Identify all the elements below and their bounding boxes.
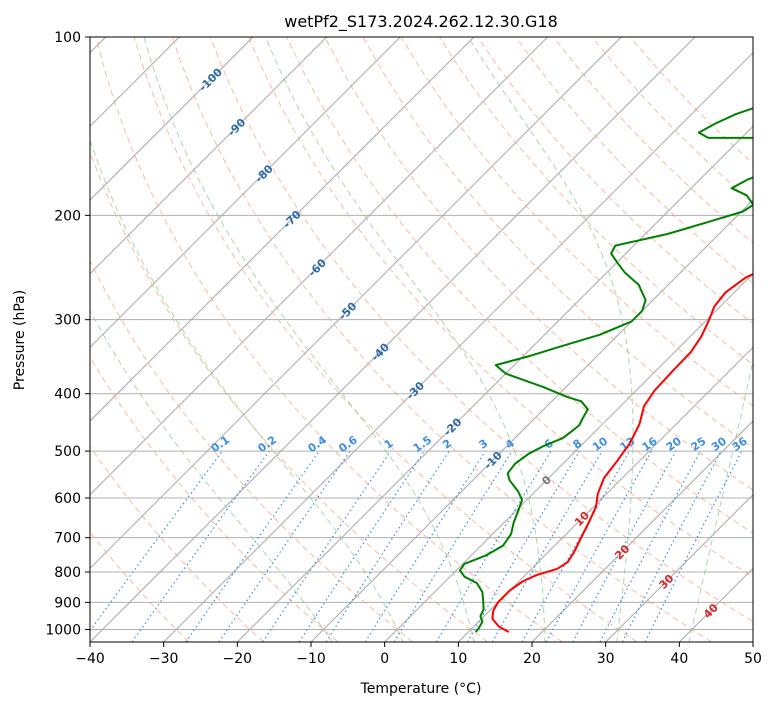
y-axis-title: Pressure (hPa) (12, 290, 28, 390)
mixing-ratio-line (521, 450, 631, 642)
dry-adiabat-line (477, 37, 753, 325)
y-tick-label: 900 (54, 595, 81, 611)
isotherm-line (384, 272, 753, 642)
mixing-ratio-label: 1.5 (411, 433, 434, 455)
dry-adiabat-line (171, 37, 712, 642)
mixing-ratio-line (131, 450, 270, 642)
x-tick-label: 10 (449, 651, 467, 667)
dry-adiabat-line (591, 37, 753, 204)
moist-adiabat-line (90, 309, 333, 642)
mixing-ratio-line (218, 450, 351, 642)
mixing-ratio-line (393, 450, 513, 642)
isotherm-line (236, 125, 753, 642)
dry-adiabat-line (90, 445, 264, 642)
mixing-ratio-line (572, 450, 677, 642)
moist-adiabat-line (143, 37, 475, 642)
mixing-ratio-line (545, 450, 653, 642)
y-tick-label: 600 (54, 491, 81, 507)
x-tick-label: −40 (75, 651, 105, 667)
isotherm-line (90, 37, 475, 422)
dry-adiabat-line (90, 150, 488, 642)
y-tick-label: 100 (54, 30, 81, 46)
dry-adiabat-line (210, 37, 753, 623)
temperature-profile-line (491, 272, 753, 633)
mixing-ratio-line (90, 450, 223, 632)
dry-adiabat-line (133, 37, 638, 642)
y-axis: 100 200 300 400 500 600 700 800 900 1000 (45, 30, 90, 638)
mixing-ratio-line (298, 450, 425, 642)
y-tick-label: 500 (54, 444, 81, 460)
plot-frame (89, 36, 754, 643)
mixing-ratio-line (644, 450, 743, 642)
dry-adiabat-line (90, 356, 339, 642)
x-tick-label: 0 (380, 651, 389, 667)
isotherm-line (678, 567, 753, 642)
chart-title: wetPf2_S173.2024.262.12.30.G18 (284, 12, 558, 32)
mixing-ratio-line (599, 450, 702, 642)
y-tick-label: 1000 (45, 622, 81, 638)
dry-adiabat-line (95, 37, 563, 642)
isotherm-line (90, 37, 401, 349)
isotherm-line (90, 37, 254, 201)
dry-adiabat-line (90, 531, 190, 642)
x-axis: −40 −30 −20 −10 0 10 20 30 40 50 (75, 642, 762, 667)
mixing-ratio-line (621, 450, 722, 642)
x-tick-label: −10 (296, 651, 326, 667)
dry-adiabat-line (324, 37, 753, 491)
x-tick-label: −20 (223, 651, 253, 667)
moist-adiabat-label: 40 (701, 601, 721, 621)
isotherm-line (752, 641, 753, 642)
moist-adiabat-line (467, 37, 634, 642)
dry-adiabat-line (248, 37, 753, 578)
mixing-ratio-label: 2 (440, 437, 454, 452)
mixing-ratio-line (325, 450, 450, 642)
y-tick-label: 700 (54, 531, 81, 547)
moist-adiabat-label: 30 (657, 572, 677, 592)
mixing-ratio-line (262, 450, 392, 642)
dry-adiabat-line (400, 37, 753, 407)
y-tick-label: 200 (54, 208, 81, 224)
y-tick-label: 300 (54, 313, 81, 329)
mixing-ratio-label: 0.4 (306, 433, 330, 455)
x-tick-label: −30 (149, 651, 179, 667)
dry-adiabat-line (515, 37, 753, 284)
mixing-ratio-line (364, 450, 486, 642)
mixing-ratio-label: 0.1 (209, 433, 232, 455)
isotherm-line (90, 37, 549, 496)
isotherm-line (90, 37, 696, 642)
x-tick-label: 30 (597, 651, 615, 667)
isotherm-line (90, 37, 622, 570)
isotherm-label: -20 (441, 415, 464, 438)
isotherm-line (531, 420, 753, 642)
mixing-ratio-label: 0.6 (336, 433, 360, 455)
dewpoint-profile-line (458, 107, 753, 633)
dry-adiabat-line (362, 37, 753, 449)
mixing-ratio-line (491, 450, 603, 642)
isotherm-line (163, 51, 753, 642)
dry-adiabat-line (90, 259, 414, 642)
moist-adiabat-line (90, 138, 404, 642)
mixing-ratio-line (466, 450, 580, 642)
dry-adiabat-line (438, 37, 753, 366)
isotherm-label: -80 (253, 162, 276, 185)
mixing-ratio-label: 3 (477, 437, 491, 452)
isotherm-line (457, 346, 753, 642)
isotherm-line (605, 493, 753, 642)
plot-area: 0.1 0.2 0.4 0.6 1 1.5 2 3 4 6 8 10 13 16 20 25 30 36-100-… (90, 37, 753, 642)
x-tick-label: 50 (744, 651, 762, 667)
isotherm-line (90, 37, 328, 275)
moist-adiabat-line (688, 358, 753, 642)
x-tick-label: 20 (523, 651, 541, 667)
x-axis-title: Temperature (°C) (360, 681, 482, 697)
y-tick-label: 400 (54, 387, 81, 403)
y-tick-label: 800 (54, 565, 81, 581)
moist-adiabat-line (265, 37, 546, 642)
x-tick-label: 40 (670, 651, 688, 667)
